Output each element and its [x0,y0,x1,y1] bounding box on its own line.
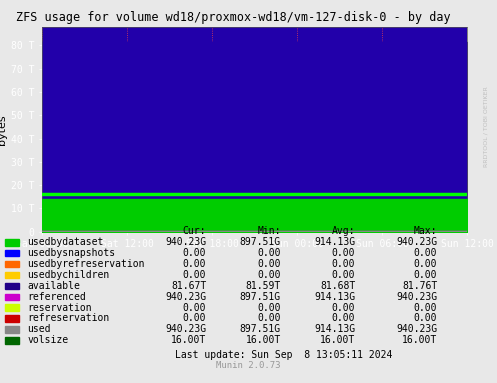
Text: 940.23G: 940.23G [396,291,437,302]
Text: 0.00: 0.00 [414,270,437,280]
Text: 0.00: 0.00 [332,270,355,280]
Text: 0.00: 0.00 [332,248,355,258]
Text: 0.00: 0.00 [183,303,206,313]
Text: 0.00: 0.00 [257,270,281,280]
Text: 0.00: 0.00 [414,248,437,258]
Text: Max:: Max: [414,226,437,236]
Text: 81.67T: 81.67T [171,281,206,291]
Text: Cur:: Cur: [183,226,206,236]
Text: 0.00: 0.00 [414,259,437,269]
Text: 914.13G: 914.13G [314,237,355,247]
Text: 0.00: 0.00 [257,259,281,269]
Text: 81.76T: 81.76T [402,281,437,291]
Text: Avg:: Avg: [332,226,355,236]
Text: 0.00: 0.00 [257,248,281,258]
Text: 897.51G: 897.51G [240,324,281,334]
Text: 0.00: 0.00 [332,313,355,324]
Text: 940.23G: 940.23G [165,291,206,302]
Text: 0.00: 0.00 [183,270,206,280]
Text: Munin 2.0.73: Munin 2.0.73 [216,361,281,370]
Text: 897.51G: 897.51G [240,291,281,302]
Text: ZFS usage for volume wd18/proxmox-wd18/vm-127-disk-0 - by day: ZFS usage for volume wd18/proxmox-wd18/v… [16,11,451,24]
Text: usedbyrefreservation: usedbyrefreservation [27,259,145,269]
Text: 897.51G: 897.51G [240,237,281,247]
Text: 0.00: 0.00 [183,259,206,269]
Text: volsize: volsize [27,335,69,345]
Text: available: available [27,281,80,291]
Text: referenced: referenced [27,291,86,302]
Text: 940.23G: 940.23G [165,237,206,247]
Text: 16.00T: 16.00T [402,335,437,345]
Text: 0.00: 0.00 [257,303,281,313]
Text: 0.00: 0.00 [183,313,206,324]
Text: usedbysnapshots: usedbysnapshots [27,248,115,258]
Text: 0.00: 0.00 [332,303,355,313]
Text: 940.23G: 940.23G [396,324,437,334]
Text: 16.00T: 16.00T [320,335,355,345]
Y-axis label: bytes: bytes [0,114,7,144]
Text: 914.13G: 914.13G [314,291,355,302]
Text: usedbydataset: usedbydataset [27,237,104,247]
Text: reservation: reservation [27,303,92,313]
Text: RRDTOOL / TOBI OETIKER: RRDTOOL / TOBI OETIKER [483,86,488,167]
Text: 0.00: 0.00 [183,248,206,258]
Text: 940.23G: 940.23G [165,324,206,334]
Text: Min:: Min: [257,226,281,236]
Text: 0.00: 0.00 [414,303,437,313]
Text: 914.13G: 914.13G [314,324,355,334]
Text: 16.00T: 16.00T [171,335,206,345]
Text: usedbychildren: usedbychildren [27,270,109,280]
Text: 16.00T: 16.00T [246,335,281,345]
Text: 0.00: 0.00 [332,259,355,269]
Text: 81.59T: 81.59T [246,281,281,291]
Text: used: used [27,324,51,334]
Text: 0.00: 0.00 [257,313,281,324]
Text: 81.68T: 81.68T [320,281,355,291]
Text: Last update: Sun Sep  8 13:05:11 2024: Last update: Sun Sep 8 13:05:11 2024 [174,350,392,360]
Text: 0.00: 0.00 [414,313,437,324]
Text: refreservation: refreservation [27,313,109,324]
Text: 940.23G: 940.23G [396,237,437,247]
